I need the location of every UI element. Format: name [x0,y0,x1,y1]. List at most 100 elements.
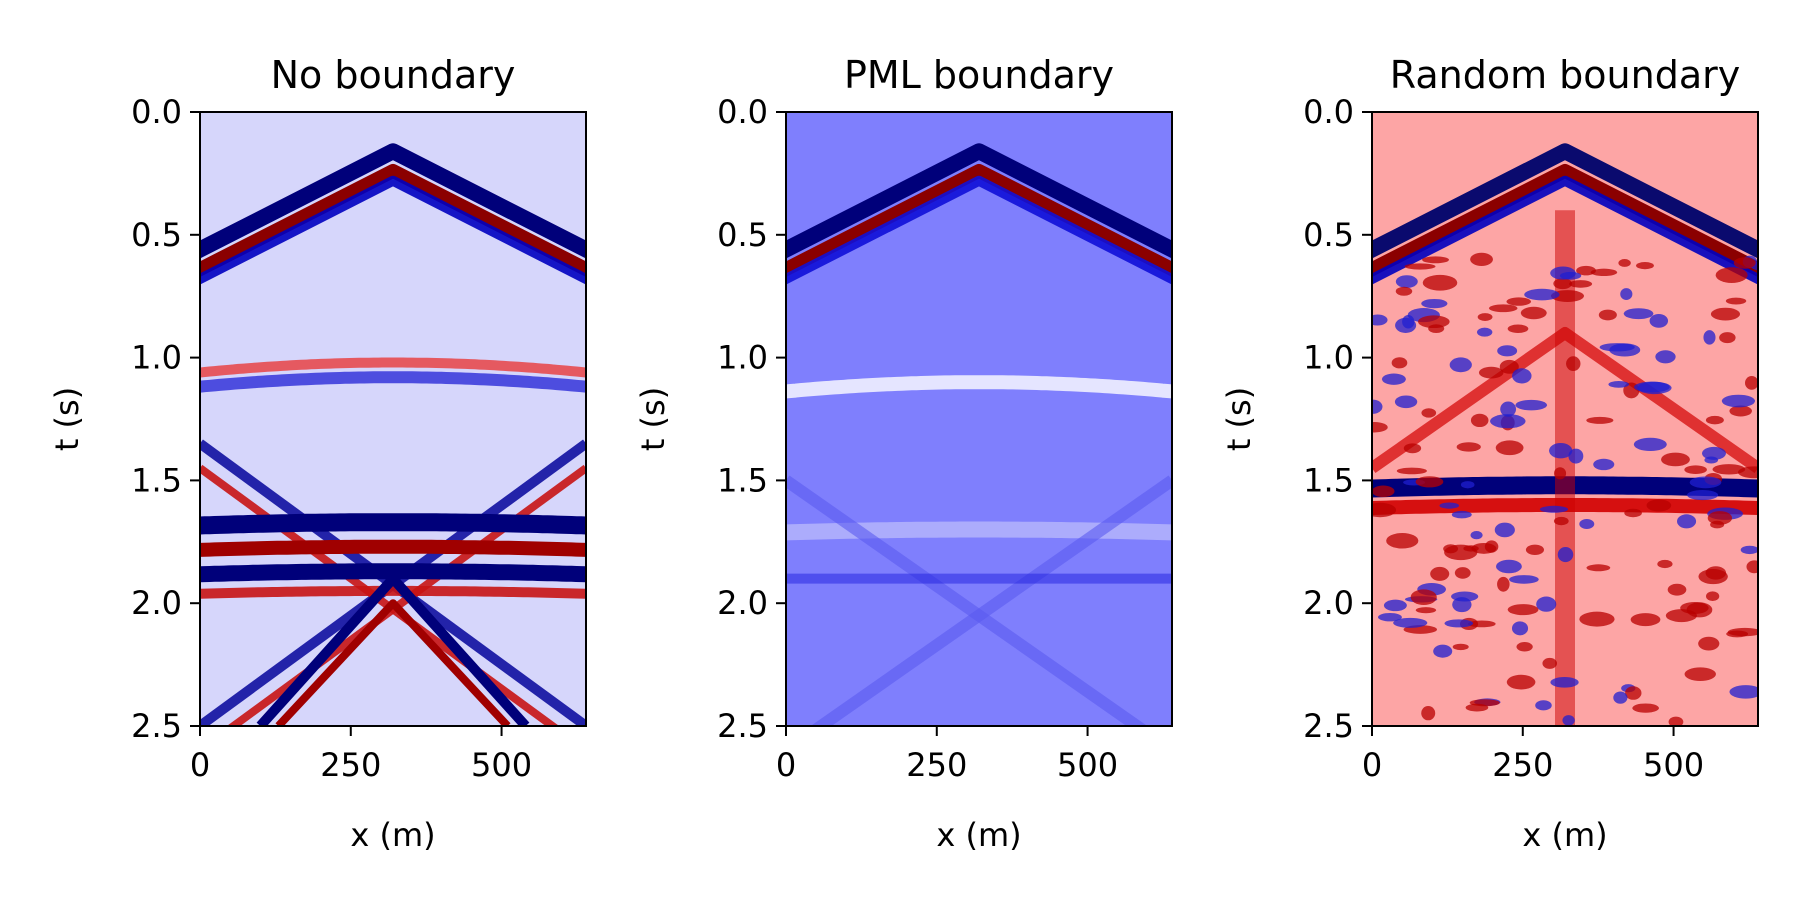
x-axis-ticks: 0 250 500 [776,726,1118,784]
surface-reflection-red [200,357,586,378]
scatter-blob [1557,547,1574,563]
scatter-blob [1568,448,1584,464]
scatter-blob [1506,297,1531,306]
scatter-blob [1702,446,1726,460]
scatter-blob [1471,542,1497,554]
scatter-blob [1550,266,1576,280]
direct-wave-core-band [200,163,586,278]
scatter-blob [1618,259,1631,267]
panel-title: PML boundary [844,53,1114,97]
scatter-blob [1460,481,1475,489]
scatter-blob [1395,286,1413,296]
heatmap-image [1372,112,1758,726]
scatter-blob [1655,350,1676,364]
scatter-blob [1395,275,1418,289]
converging-wave-red [275,599,511,726]
scatter-blob [1418,315,1450,329]
scatter-blob [1705,415,1724,425]
y-axis-label: t (s) [48,387,86,451]
scatter-blob [1553,516,1569,526]
scatter-blob [1633,437,1667,452]
y-tick-label: 1.0 [131,339,182,377]
scatter-blob [1687,489,1719,501]
scatter-blob [1524,288,1560,301]
scatter-blob [1499,359,1519,374]
scatter-blob [1500,401,1517,417]
scatter-blob [1391,357,1408,369]
plot-frame [199,111,587,727]
scatter-blob [1477,313,1493,321]
scatter-blob [1496,559,1522,574]
scatter-blob [1705,591,1720,602]
residual-side-right [810,475,1172,726]
scatter-blob [1456,442,1481,452]
scatter-blob [1372,422,1388,433]
scatter-blob [1632,703,1659,713]
scatter-blob [1715,267,1748,283]
scatter-blob [1550,677,1579,688]
x-tick-label: 250 [320,746,381,784]
scatter-blob [1598,309,1617,321]
scatter-blob [1497,345,1518,357]
plot-frame [785,111,1173,727]
scatter-blob [1710,307,1740,321]
scatter-blob [1613,691,1628,704]
scatter-blob [1721,394,1756,408]
scatter-blob [1608,381,1630,388]
y-tick-label: 1.5 [131,461,182,499]
scatter-blob [1712,464,1746,475]
x-tick-label: 250 [906,746,967,784]
surface-reflection-blue [200,371,586,393]
scatter-blob [1539,505,1569,513]
scatter-blob [1372,485,1395,498]
scatter-blob [1636,262,1654,270]
scatter-blob [1381,373,1406,385]
scatter-blob [1421,298,1448,309]
y-tick-label: 0.0 [717,93,768,131]
scatter-blob [1590,268,1618,277]
x-axis-label: x (m) [350,816,435,854]
scatter-blob [1421,706,1436,721]
panel-no-boundary: No boundary 0 250 500 0.0 0.5 1.0 1.5 2.0 2.5 x… [48,53,587,854]
scatter-blob [1449,357,1472,373]
bottom-reflection-blue-1 [200,513,586,535]
scatter-blob [1516,642,1533,652]
scatter-blob [1509,575,1539,584]
y-axis-ticks: 0.0 0.5 1.0 1.5 2.0 2.5 [717,93,786,745]
scatter-blob [1542,657,1558,669]
y-tick-label: 0.5 [717,216,768,254]
scatter-blob [1372,502,1397,518]
scatter-blob [1725,297,1747,305]
x-tick-label: 500 [471,746,532,784]
scatter-blob [1677,514,1697,529]
scatter-blob [1507,324,1529,334]
scatter-blob [1566,356,1581,372]
x-axis-label: x (m) [936,816,1021,854]
y-tick-label: 0.0 [131,93,182,131]
scatter-blob [1746,560,1758,574]
scatter-blob [1634,381,1670,393]
scatter-blob [1554,467,1567,480]
x-tick-label: 0 [776,746,796,784]
scatter-blob [1451,591,1479,602]
scatter-blob [1465,703,1489,712]
scatter-blob [1512,368,1532,384]
y-tick-label: 1.5 [1303,461,1354,499]
scatter-blob [1689,476,1722,489]
x-axis-ticks: 0 250 500 [190,726,532,784]
scatter-blob [1415,607,1437,614]
scatter-blob [1668,716,1684,726]
scatter-blob [1727,627,1758,637]
scatter-blob [1667,583,1687,596]
scatter-blob [1649,314,1669,328]
y-axis-label: t (s) [1220,387,1258,451]
scatter-blob [1562,715,1575,726]
scatter-blob [1549,442,1573,459]
scatter-blob [1372,399,1383,414]
x-tick-label: 500 [1643,746,1704,784]
scatter-blob [1586,564,1611,572]
x-axis-label: x (m) [1522,816,1607,854]
scatter-blob [1463,545,1479,552]
scatter-blob [1661,452,1690,467]
direct-wave-trailing-band [200,175,586,285]
